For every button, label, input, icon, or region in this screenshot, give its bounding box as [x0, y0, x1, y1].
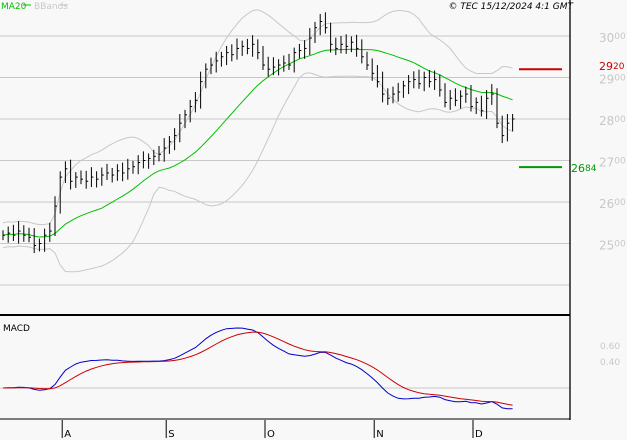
y-tick-label: 2600 — [599, 197, 626, 211]
ma20-line — [2, 48, 513, 238]
x-tick-label: A — [64, 429, 71, 440]
bband-upper — [2, 9, 513, 226]
x-tick-label: O — [267, 429, 275, 440]
legend-ma20: MA20 — [1, 2, 27, 12]
macd-title: MACD — [3, 324, 30, 334]
y-tick-label: 2700 — [599, 156, 626, 170]
bollinger-bands — [2, 9, 513, 273]
copyright-timestamp: © TEC 15/12/2024 4:1 GMT — [448, 2, 574, 12]
resistance-label: 2920 — [599, 60, 625, 73]
macd-line — [2, 327, 513, 410]
y-tick-label: 2800 — [599, 114, 626, 128]
y-tick-label: 3000 — [599, 31, 626, 45]
y-tick-label: 2500 — [599, 239, 626, 253]
ma20-line — [2, 48, 513, 238]
gridlines — [0, 35, 570, 286]
price-bars — [2, 12, 515, 254]
x-tick-label: N — [376, 429, 383, 440]
macd-signal-line — [2, 331, 513, 406]
macd-y-tick-label: 0.40 — [600, 358, 620, 368]
bband-lower — [2, 72, 513, 273]
x-tick-label: D — [475, 429, 483, 440]
levels: 2920 2684 — [519, 60, 625, 175]
x-tick-label: S — [168, 429, 174, 440]
y-axis-labels: 3000 2900 2800 2700 2600 2500 — [599, 31, 626, 253]
support-label: 2684 — [571, 162, 597, 175]
y-tick-label: 2900 — [599, 73, 626, 87]
macd-y-tick-label: 0.60 — [600, 342, 620, 352]
legend-bbands: BBands — [34, 2, 68, 12]
macd-panel: 0.60 0.40 — [0, 327, 620, 410]
